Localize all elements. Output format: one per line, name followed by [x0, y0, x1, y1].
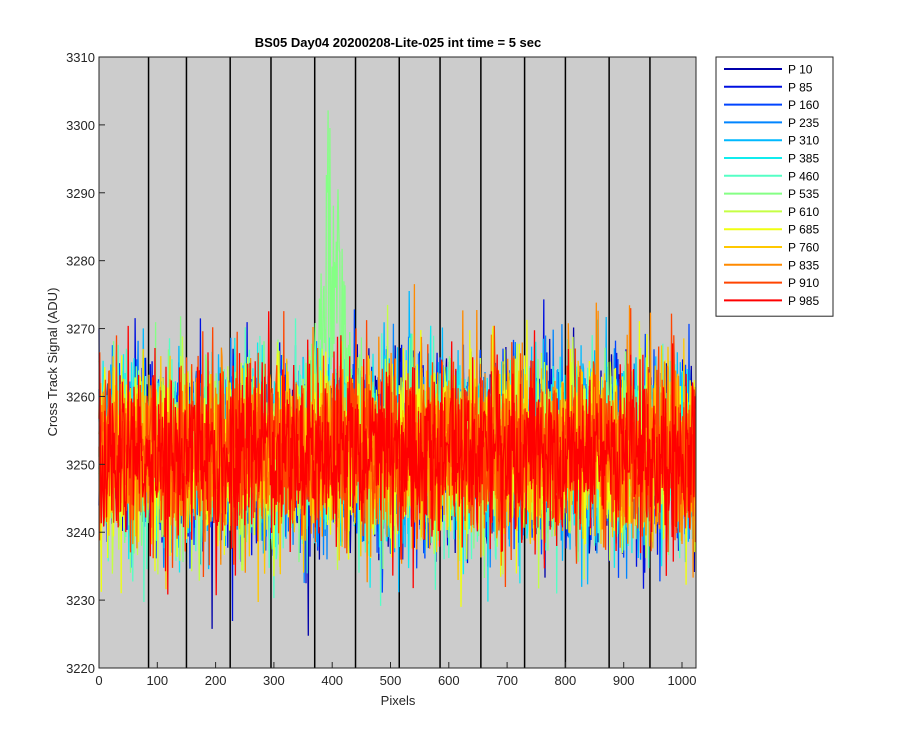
- legend-label: P 10: [788, 63, 813, 77]
- legend-label: P 460: [788, 169, 819, 183]
- x-tick-label: 500: [380, 673, 402, 688]
- plot-frame: [98, 56, 697, 669]
- legend-label: P 760: [788, 241, 819, 255]
- legend-label: P 610: [788, 205, 819, 219]
- legend: P 10 P 85 P 160 P 235 P 310 P 385 P 460 P 535 P …: [715, 56, 834, 317]
- x-tick-label: 700: [496, 673, 518, 688]
- x-axis: 0 100 200 300 400 500 600 700 800 900 1000: [95, 662, 696, 688]
- y-tick-label: 3290: [66, 186, 95, 201]
- series-lines: [98, 110, 697, 636]
- series-line: [98, 311, 697, 596]
- legend-label: P 685: [788, 223, 819, 237]
- legend-label: P 535: [788, 187, 819, 201]
- y-tick-label: 3280: [66, 254, 95, 269]
- legend-label: P 160: [788, 98, 819, 112]
- legend-label: P 985: [788, 294, 819, 308]
- x-tick-label: 600: [438, 673, 460, 688]
- legend-label: P 235: [788, 116, 819, 130]
- legend-label: P 835: [788, 258, 819, 272]
- y-tick-label: 3250: [66, 457, 95, 472]
- legend-label: P 85: [788, 80, 813, 94]
- chart-title: BS05 Day04 20200208-Lite-025 int time = …: [255, 35, 542, 50]
- y-tick-label: 3300: [66, 118, 95, 133]
- x-tick-label: 300: [263, 673, 285, 688]
- x-axis-label: Pixels: [381, 693, 416, 708]
- legend-box: [715, 56, 834, 317]
- y-axis-label: Cross Track Signal (ADU): [45, 288, 60, 437]
- x-tick-label: 1000: [668, 673, 697, 688]
- y-tick-label: 3220: [66, 661, 95, 676]
- x-tick-label: 900: [613, 673, 635, 688]
- y-tick-label: 3230: [66, 593, 95, 608]
- y-axis: 3220 3230 3240 3250 3260 3270 3280 3290 3300 3310: [66, 50, 105, 676]
- x-tick-label: 0: [95, 673, 102, 688]
- y-tick-label: 3270: [66, 322, 95, 337]
- legend-label: P 385: [788, 152, 819, 166]
- x-tick-label: 400: [321, 673, 343, 688]
- y-tick-label: 3260: [66, 389, 95, 404]
- y-tick-label: 3310: [66, 50, 95, 65]
- legend-label: P 310: [788, 134, 819, 148]
- legend-label: P 910: [788, 276, 819, 290]
- x-tick-label: 800: [555, 673, 577, 688]
- y-tick-label: 3240: [66, 525, 95, 540]
- x-tick-label: 100: [146, 673, 168, 688]
- x-tick-label: 200: [205, 673, 227, 688]
